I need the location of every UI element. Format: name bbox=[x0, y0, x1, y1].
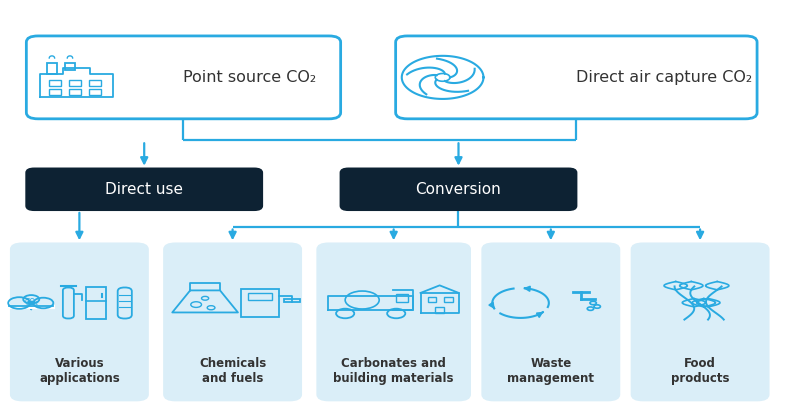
FancyBboxPatch shape bbox=[164, 243, 302, 401]
Text: Carbonates and
building materials: Carbonates and building materials bbox=[334, 357, 454, 385]
Text: Direct air capture CO₂: Direct air capture CO₂ bbox=[576, 70, 753, 85]
Text: Food
products: Food products bbox=[671, 357, 730, 385]
Text: Waste
management: Waste management bbox=[507, 357, 594, 385]
Text: Various
applications: Various applications bbox=[39, 357, 120, 385]
FancyBboxPatch shape bbox=[26, 168, 262, 210]
FancyBboxPatch shape bbox=[341, 168, 576, 210]
Text: CO₂: CO₂ bbox=[24, 298, 38, 307]
FancyBboxPatch shape bbox=[631, 243, 769, 401]
Text: Chemicals
and fuels: Chemicals and fuels bbox=[199, 357, 266, 385]
FancyBboxPatch shape bbox=[26, 36, 341, 119]
FancyBboxPatch shape bbox=[317, 243, 470, 401]
FancyBboxPatch shape bbox=[396, 36, 757, 119]
FancyBboxPatch shape bbox=[482, 243, 619, 401]
Text: Direct use: Direct use bbox=[106, 182, 183, 197]
Text: Point source CO₂: Point source CO₂ bbox=[183, 70, 317, 85]
Text: Conversion: Conversion bbox=[416, 182, 502, 197]
FancyBboxPatch shape bbox=[10, 243, 148, 401]
